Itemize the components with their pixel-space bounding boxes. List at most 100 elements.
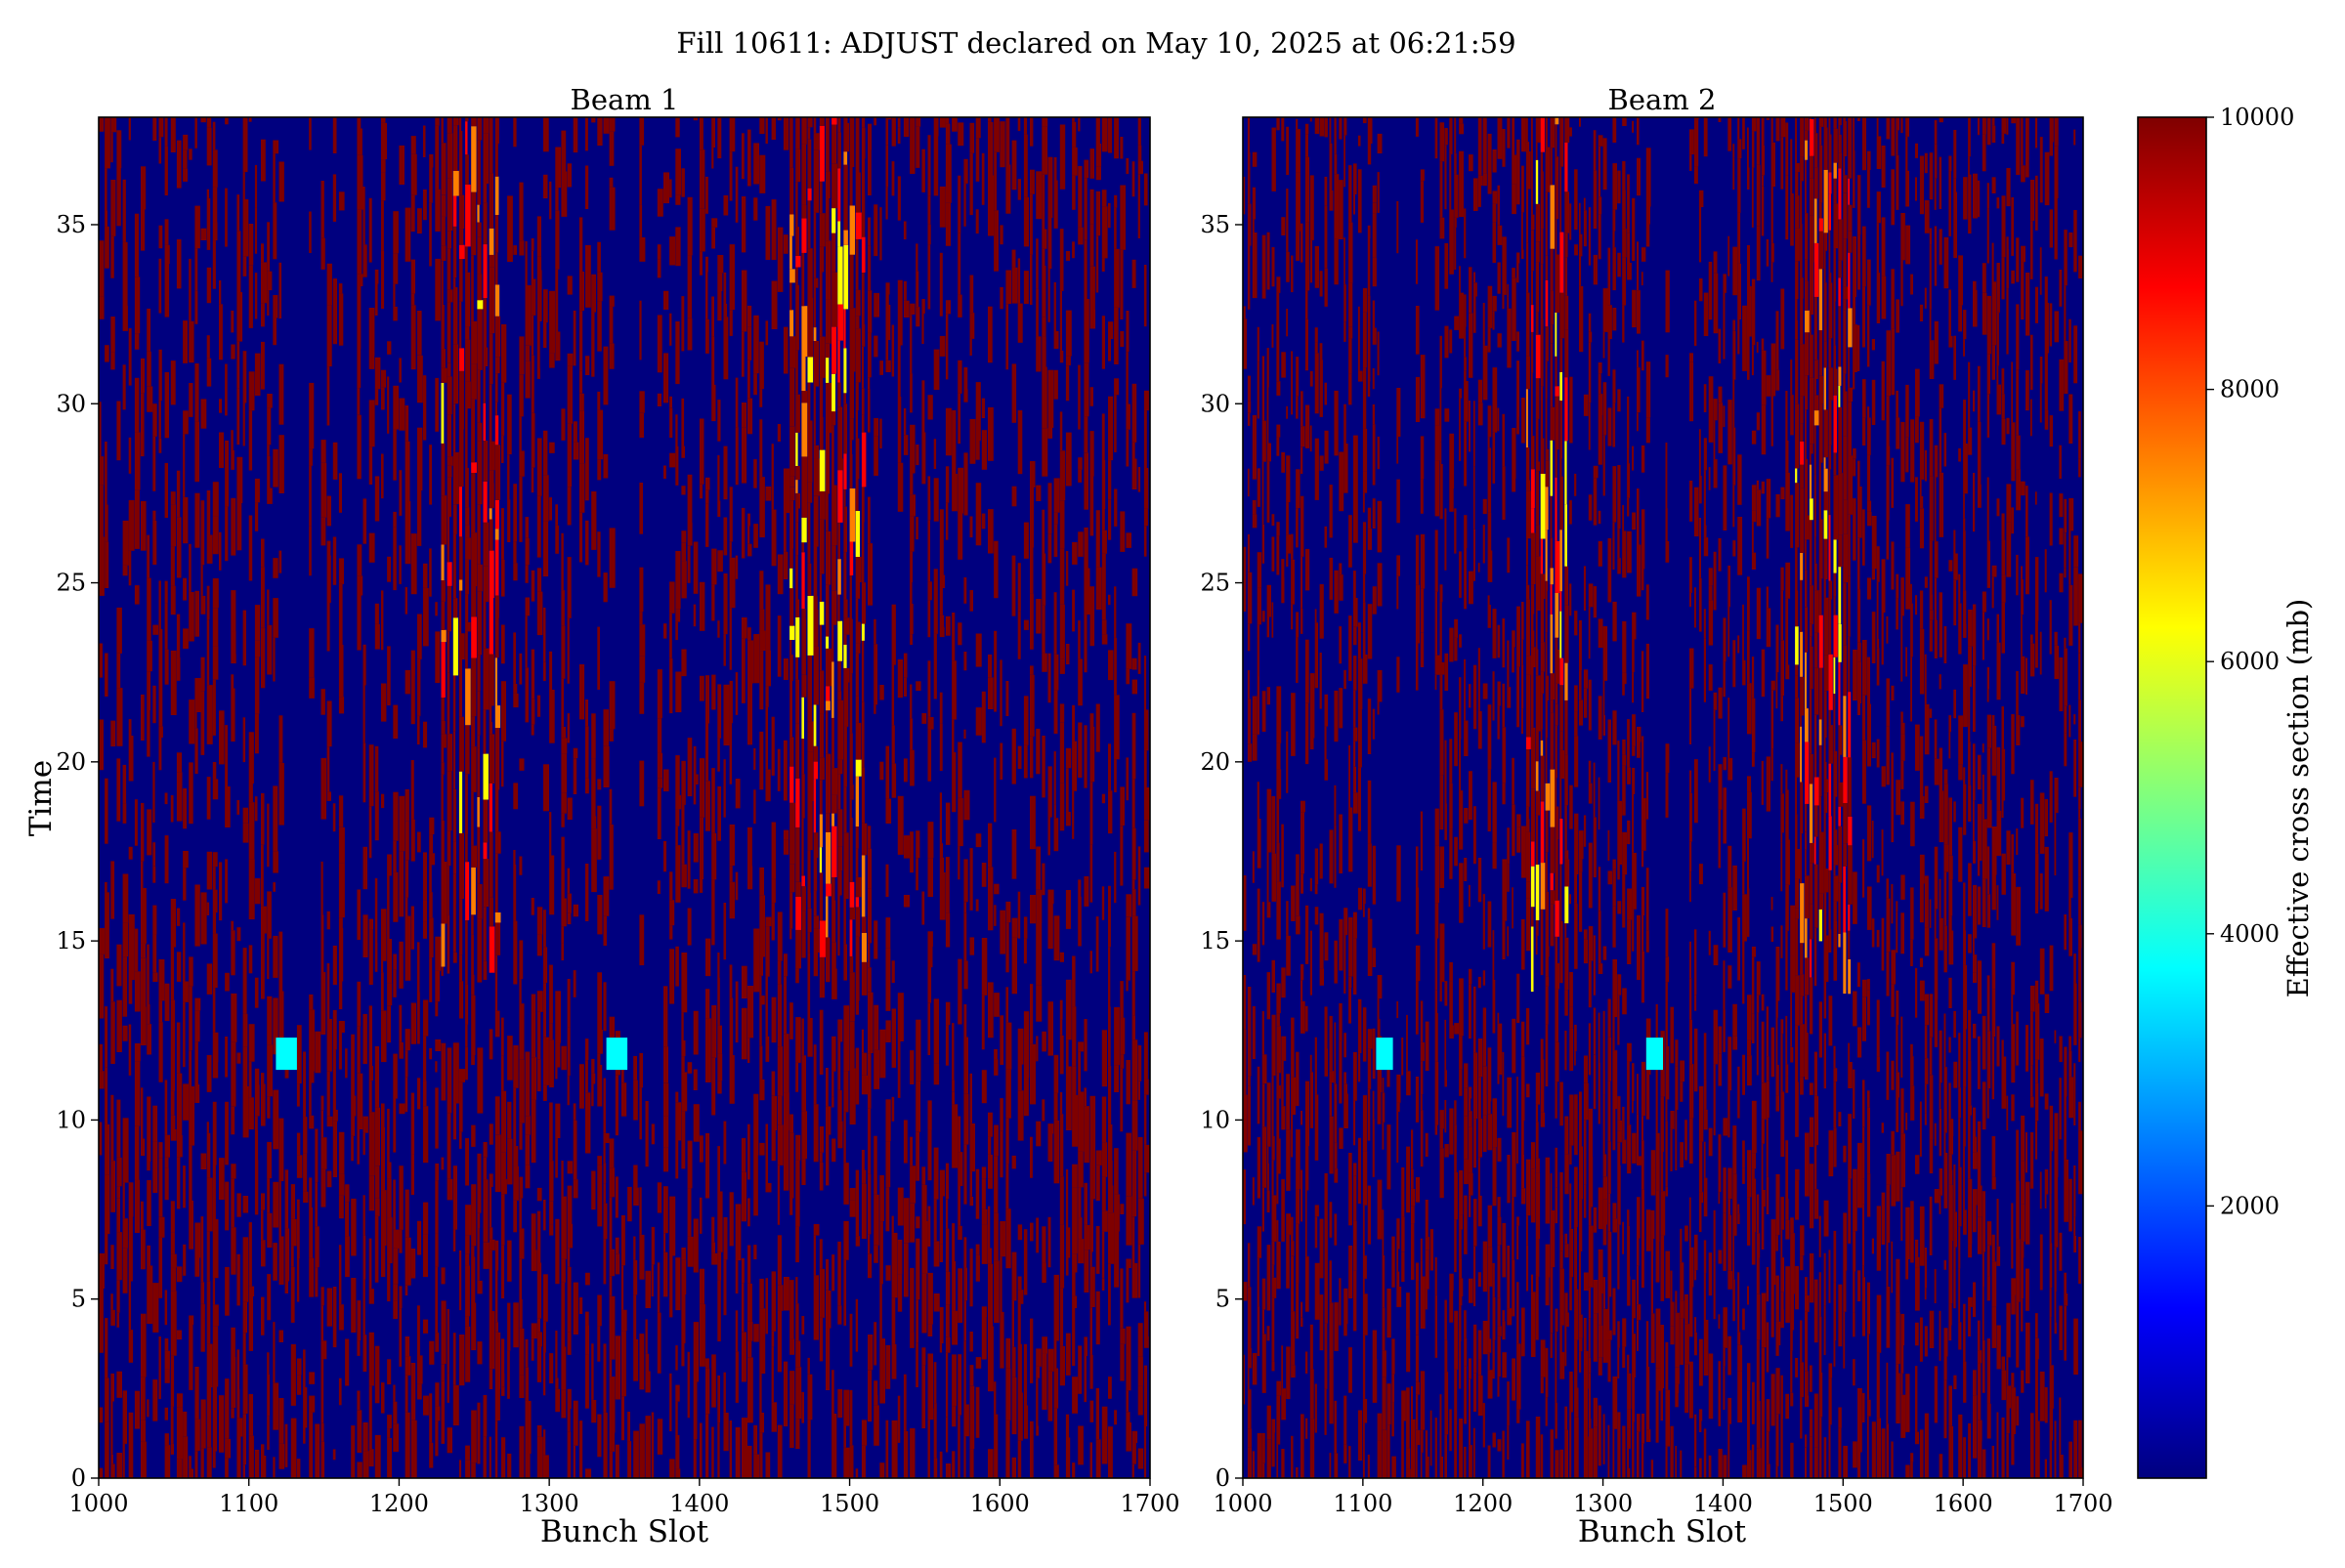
heatmap-cell xyxy=(453,874,456,904)
heatmap-cell xyxy=(801,552,804,609)
heatmap-cell xyxy=(1310,1325,1313,1370)
heatmap-cell xyxy=(639,914,644,965)
heatmap-cell xyxy=(490,255,495,268)
heatmap-cell xyxy=(1248,402,1251,413)
heatmap-cell xyxy=(795,285,799,351)
heatmap-cell xyxy=(850,908,856,920)
heatmap-cell xyxy=(963,902,966,912)
heatmap-cell xyxy=(1286,1129,1290,1191)
heatmap-cell xyxy=(568,1027,571,1076)
heatmap-cell xyxy=(1267,902,1271,917)
heatmap-cell xyxy=(1281,1106,1285,1129)
heatmap-cell xyxy=(1262,525,1264,564)
heatmap-cell xyxy=(1102,1407,1108,1464)
heatmap-cell xyxy=(724,573,728,634)
heatmap-cell xyxy=(105,1067,107,1124)
heatmap-cell xyxy=(532,699,535,725)
heatmap-cell xyxy=(327,963,330,1019)
heatmap-cell xyxy=(1042,266,1045,317)
heatmap-cell xyxy=(255,502,258,531)
heatmap-cell xyxy=(1078,1239,1084,1263)
heatmap-cell xyxy=(1459,1419,1463,1478)
heatmap-cell xyxy=(1627,498,1629,517)
heatmap-cell xyxy=(1444,1339,1447,1372)
heatmap-cell xyxy=(1421,1000,1424,1042)
heatmap-cell xyxy=(711,1058,715,1116)
heatmap-cell xyxy=(879,360,883,375)
heatmap-cell xyxy=(1559,167,1561,233)
heatmap-cell xyxy=(387,377,389,434)
heatmap-cell xyxy=(1339,1041,1342,1104)
heatmap-cell xyxy=(1473,530,1475,581)
heatmap-cell xyxy=(1396,1250,1398,1272)
heatmap-cell xyxy=(934,1200,937,1242)
heatmap-cell xyxy=(351,1425,355,1478)
heatmap-cell xyxy=(658,189,663,217)
heatmap-cell xyxy=(243,1014,248,1047)
heatmap-cell xyxy=(1378,134,1383,153)
heatmap-cell xyxy=(141,1420,146,1442)
heatmap-cell xyxy=(405,860,409,897)
heatmap-cell xyxy=(315,1032,320,1074)
heatmap-cell xyxy=(921,1347,925,1365)
heatmap-cell xyxy=(1555,1379,1556,1403)
heatmap-cell xyxy=(1126,1259,1130,1269)
heatmap-cell xyxy=(772,1130,776,1161)
heatmap-cell xyxy=(688,475,693,523)
heatmap-cell xyxy=(1444,1144,1448,1158)
heatmap-cell xyxy=(1574,874,1577,904)
heatmap-cell xyxy=(1483,1066,1487,1095)
heatmap-cell xyxy=(177,657,181,681)
heatmap-cell xyxy=(1036,1122,1041,1147)
heatmap-cell xyxy=(1114,1232,1119,1288)
heatmap-cell xyxy=(303,1154,307,1192)
heatmap-cell xyxy=(604,347,609,405)
heatmap-cell xyxy=(1030,665,1034,674)
heatmap-cell xyxy=(201,1282,205,1304)
heatmap-cell xyxy=(982,430,987,470)
heatmap-cell xyxy=(543,764,549,811)
heatmap-cell xyxy=(568,1076,570,1105)
heatmap-cell xyxy=(604,1343,607,1393)
heatmap-cell xyxy=(225,117,229,124)
heatmap-cell xyxy=(1144,1301,1146,1311)
heatmap-cell xyxy=(1555,449,1557,478)
y-tick-label: 35 xyxy=(56,211,86,238)
heatmap-cell xyxy=(381,172,386,200)
heatmap-cell xyxy=(1435,408,1440,425)
heatmap-cell xyxy=(633,1294,636,1339)
heatmap-cell xyxy=(747,1198,750,1226)
heatmap-cell xyxy=(495,1389,500,1421)
heatmap-cell xyxy=(183,497,188,543)
heatmap-cell xyxy=(639,205,642,237)
heatmap-cell xyxy=(171,117,176,152)
heatmap-cell xyxy=(105,882,107,893)
heatmap-cell xyxy=(946,857,950,912)
heatmap-cell xyxy=(561,899,566,927)
heatmap-cell xyxy=(1603,1095,1605,1155)
heatmap-cell xyxy=(681,486,685,494)
heatmap-cell xyxy=(795,1017,801,1063)
heatmap-cell xyxy=(868,218,871,246)
heatmap-cell xyxy=(561,131,566,172)
heatmap-cell xyxy=(537,1188,542,1201)
heatmap-cell xyxy=(387,855,392,876)
heatmap-cell xyxy=(688,830,691,889)
heatmap-cell xyxy=(261,262,267,303)
heatmap-cell xyxy=(826,344,830,358)
heatmap-cell xyxy=(1627,1062,1630,1097)
heatmap-cell xyxy=(1411,1129,1413,1168)
heatmap-cell xyxy=(724,273,727,304)
heatmap-cell xyxy=(465,1253,469,1265)
heatmap-cell xyxy=(519,240,524,255)
heatmap-cell xyxy=(747,1446,752,1478)
heatmap-cell xyxy=(1358,888,1362,911)
heatmap-cell xyxy=(321,1340,327,1359)
heatmap-cell xyxy=(898,1275,902,1312)
heatmap-cell xyxy=(513,245,517,255)
heatmap-cell xyxy=(110,236,114,278)
heatmap-cell xyxy=(201,565,203,596)
heatmap-cell xyxy=(1512,1260,1514,1317)
heatmap-cell xyxy=(1603,626,1608,681)
heatmap-cell xyxy=(159,580,161,629)
